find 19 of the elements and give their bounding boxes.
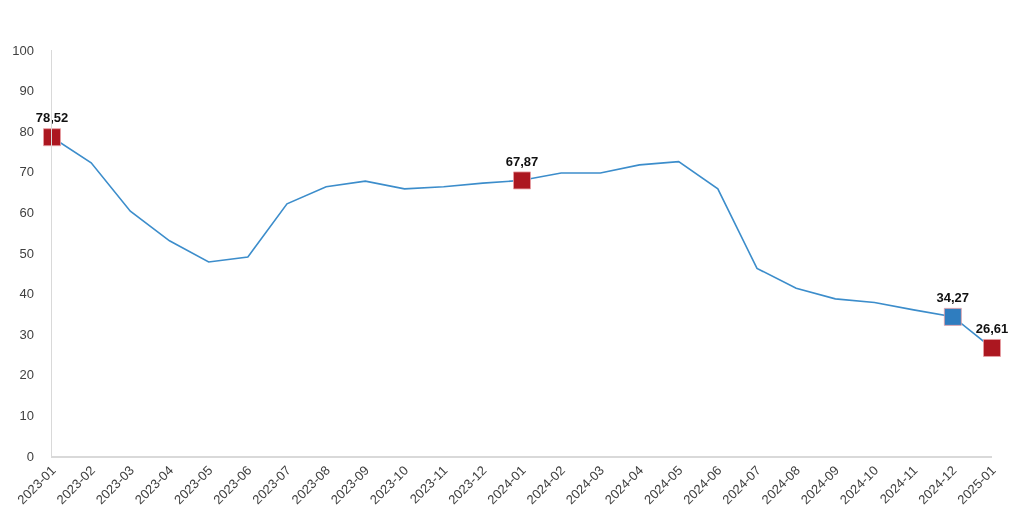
y-tick-label: 10 [19,407,34,423]
y-tick-label: 40 [19,286,34,302]
y-tick-label: 30 [19,326,34,342]
point [43,128,61,147]
y-tick-label: 70 [19,164,34,180]
point [983,339,1001,357]
data-label: 67,87 [505,153,539,169]
y-tick-label: 0 [26,448,34,464]
y-tick-label: 100 [12,42,34,58]
y-tick-label: 90 [19,83,34,99]
point [513,171,531,190]
data-label: 26,61 [975,321,1009,337]
y-tick-label: 60 [19,204,34,220]
point [943,307,962,326]
y-tick-label: 80 [19,123,34,139]
data-label: 78,52 [35,110,69,126]
y-tick-label: 50 [19,245,34,261]
data-label: 34,27 [936,289,970,305]
y-tick-label: 20 [19,367,34,383]
